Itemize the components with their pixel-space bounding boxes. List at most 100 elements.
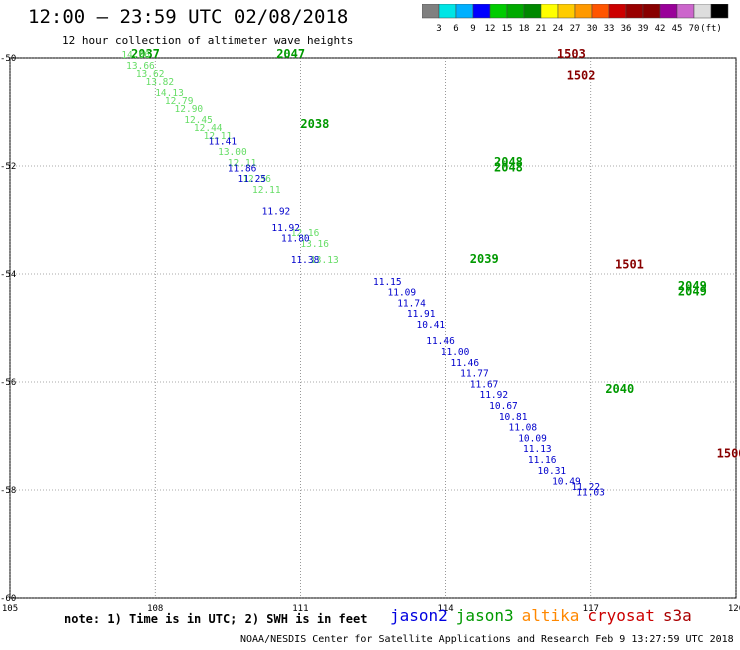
swh-value: 10.81: [499, 412, 528, 423]
swh-value: 13.13: [310, 255, 339, 266]
x-tick-label: 120: [728, 604, 740, 614]
credit-line: NOAA/NESDIS Center for Satellite Applica…: [240, 634, 734, 645]
swh-value: 11.77: [460, 369, 489, 380]
swh-value: 11.74: [397, 298, 426, 309]
swh-value: 11.92: [271, 223, 300, 234]
pass-time-label: 2048: [494, 155, 523, 169]
pass-time-label: 2049: [678, 285, 707, 299]
swh-value: 13.00: [218, 147, 247, 158]
legend-label: 45: [672, 24, 683, 34]
swh-value: 11.86: [228, 163, 257, 174]
legend-swatch: [710, 4, 729, 19]
swh-value: 11.09: [388, 288, 417, 299]
legend-label: 18: [519, 24, 530, 34]
swh-value: 11.25: [237, 174, 266, 185]
swh-value: 10.67: [489, 401, 518, 412]
swh-value: 10.31: [538, 466, 567, 477]
swh-value: 12.16: [291, 228, 320, 239]
legend-label: 15: [502, 24, 513, 34]
swh-value: 11.38: [291, 255, 320, 266]
legend-label: 6: [453, 24, 458, 34]
y-tick-label: -50: [0, 54, 16, 64]
y-tick-label: -60: [0, 594, 16, 604]
swh-value: 11.46: [450, 358, 479, 369]
swh-value: 13.62: [136, 69, 165, 80]
swh-value: 10.09: [518, 433, 547, 444]
swh-value: 11.08: [509, 423, 538, 434]
pass-time-label: 2048: [494, 160, 523, 174]
y-tick-label: -54: [0, 270, 16, 280]
satellite-altika: altika: [521, 606, 580, 625]
legend-label: 33: [604, 24, 615, 34]
legend-label: 42: [655, 24, 666, 34]
pass-time-label: 2037: [131, 47, 160, 61]
swh-value: 10.49: [552, 477, 581, 488]
satellite-cryosat: cryosat: [587, 606, 655, 625]
swh-value: 12.36: [242, 174, 271, 185]
swh-value: 11.41: [208, 136, 237, 147]
swh-value: 11.00: [441, 347, 470, 358]
swh-value: 11.92: [262, 207, 291, 218]
color-scale-legend: 3 6 9 12 15 18 21 24 27 30 33 36 39 42 45 70 (ft): [422, 4, 729, 34]
swh-value: 11.92: [479, 390, 508, 401]
swh-value: 11.46: [426, 336, 455, 347]
satellite-s3a: s3a: [662, 606, 692, 625]
swh-value: 11.15: [373, 277, 402, 288]
legend-label: 39: [638, 24, 649, 34]
satellite-legend: jason2 jason3 altika cryosat s3a: [390, 606, 700, 625]
y-tick-label: -56: [0, 378, 16, 388]
legend-label: 9: [470, 24, 475, 34]
swh-value: 12.11: [252, 185, 281, 196]
legend-label: 12: [485, 24, 496, 34]
legend-label: 70: [689, 24, 700, 34]
swh-value: 11.91: [407, 309, 436, 320]
swh-value: 14.13: [155, 88, 184, 99]
swh-value: 11.22: [571, 482, 600, 493]
x-tick-label: 117: [583, 604, 599, 614]
chart-subtitle: 12 hour collection of altimeter wave hei…: [62, 34, 354, 47]
pass-time-label: 1500: [717, 447, 740, 461]
swh-value: 12.79: [165, 96, 194, 107]
pass-time-label: 2038: [300, 117, 329, 131]
pass-time-label: 1502: [567, 69, 596, 83]
pass-time-label: 2047: [276, 47, 305, 61]
swh-value: 11.80: [281, 234, 310, 245]
plot-frame: [9, 57, 737, 599]
swh-value: 11.16: [528, 455, 557, 466]
pass-time-label: 1503: [557, 47, 586, 61]
swh-value: 11.67: [470, 379, 499, 390]
pass-time-label: 2049: [678, 279, 707, 293]
legend-label: 24: [553, 24, 564, 34]
swh-value: 13.66: [126, 61, 155, 72]
swh-value: 13.82: [146, 77, 175, 88]
y-tick-label: -52: [0, 162, 16, 172]
legend-label: 27: [570, 24, 581, 34]
satellite-jason3: jason3: [455, 606, 514, 625]
swh-value: 11.03: [576, 487, 605, 498]
swh-value: 12.90: [175, 104, 204, 115]
swh-value: 10.41: [417, 320, 446, 331]
legend-label: 3: [436, 24, 441, 34]
swh-value: 11.13: [523, 444, 552, 455]
y-tick-label: -58: [0, 486, 16, 496]
pass-time-label: 2040: [605, 382, 634, 396]
pass-time-label: 2039: [470, 252, 499, 266]
chart-note: note: 1) Time is in UTC; 2) SWH is in fe…: [64, 612, 368, 626]
x-tick-label: 108: [147, 604, 163, 614]
swh-value: 12.11: [228, 158, 257, 169]
x-tick-label: 105: [2, 604, 18, 614]
swh-value: 12.11: [204, 131, 233, 142]
chart-title: 12:00 – 23:59 UTC 02/08/2018: [28, 6, 349, 28]
swh-value: 12.45: [184, 115, 213, 126]
legend-label: (ft): [700, 24, 722, 34]
x-tick-label: 114: [437, 604, 453, 614]
legend-label: 21: [536, 24, 547, 34]
pass-time-label: 1501: [615, 258, 644, 272]
swh-value: 12.44: [194, 123, 223, 134]
legend-label: 30: [587, 24, 598, 34]
swh-value: 13.16: [300, 239, 329, 250]
legend-label: 36: [621, 24, 632, 34]
satellite-jason2: jason2: [390, 606, 448, 625]
x-tick-label: 111: [292, 604, 308, 614]
